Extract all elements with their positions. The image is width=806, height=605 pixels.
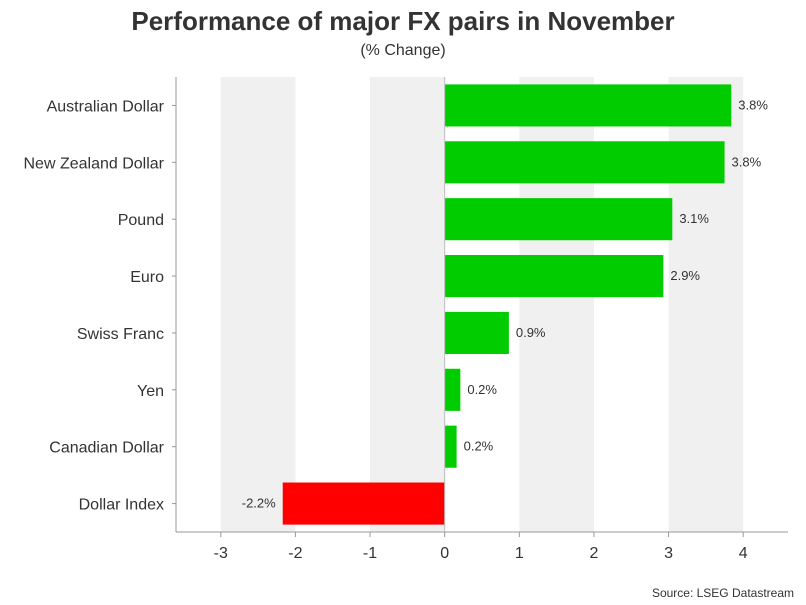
grid-band bbox=[220, 77, 296, 532]
category-label: Swiss Franc bbox=[77, 326, 164, 343]
x-tick-label: -1 bbox=[363, 545, 377, 562]
x-tick-label: -3 bbox=[214, 545, 228, 562]
x-tick-label: 3 bbox=[664, 545, 673, 562]
bars bbox=[282, 84, 732, 525]
category-labels: Australian Dollar New Zealand Dollar Pound… bbox=[23, 98, 176, 514]
tick-labels: -3 -2 -1 0 1 2 3 4 bbox=[214, 532, 748, 562]
category-label: New Zealand Dollar bbox=[23, 155, 164, 172]
bar bbox=[444, 255, 664, 298]
data-label: 3.1% bbox=[679, 211, 709, 226]
category-label: Euro bbox=[130, 269, 164, 286]
data-label: 3.8% bbox=[732, 154, 762, 169]
x-tick-label: -2 bbox=[288, 545, 302, 562]
source-note: Source: LSEG Datastream bbox=[651, 586, 794, 600]
category-label: Yen bbox=[137, 383, 164, 400]
bar bbox=[444, 84, 732, 127]
data-label: 0.9% bbox=[516, 325, 546, 340]
axes bbox=[175, 77, 788, 533]
bar bbox=[444, 311, 509, 354]
bar bbox=[444, 198, 673, 241]
category-label: Canadian Dollar bbox=[49, 440, 164, 457]
data-label: -2.2% bbox=[242, 496, 276, 511]
grid-band bbox=[370, 77, 445, 532]
category-label: Pound bbox=[118, 212, 164, 229]
category-label: Australian Dollar bbox=[47, 98, 165, 115]
data-label: 0.2% bbox=[467, 382, 497, 397]
x-tick-label: 1 bbox=[515, 545, 524, 562]
bar bbox=[444, 368, 461, 411]
x-tick-label: 4 bbox=[739, 545, 748, 562]
bar bbox=[282, 482, 445, 525]
bar bbox=[444, 141, 725, 184]
chart-title: Performance of major FX pairs in Novembe… bbox=[131, 6, 675, 36]
x-tick-label: 2 bbox=[589, 545, 598, 562]
data-labels: 3.8% 3.8% 3.1% 2.9% 0.9% 0.2% 0.2% -2.2% bbox=[242, 97, 769, 510]
data-label: 2.9% bbox=[670, 268, 700, 283]
bar bbox=[444, 425, 457, 468]
data-label: 3.8% bbox=[738, 97, 768, 112]
category-label: Dollar Index bbox=[79, 497, 164, 514]
data-label: 0.2% bbox=[464, 439, 494, 454]
x-tick-label: 0 bbox=[440, 545, 449, 562]
chart-subtitle: (% Change) bbox=[360, 42, 446, 59]
